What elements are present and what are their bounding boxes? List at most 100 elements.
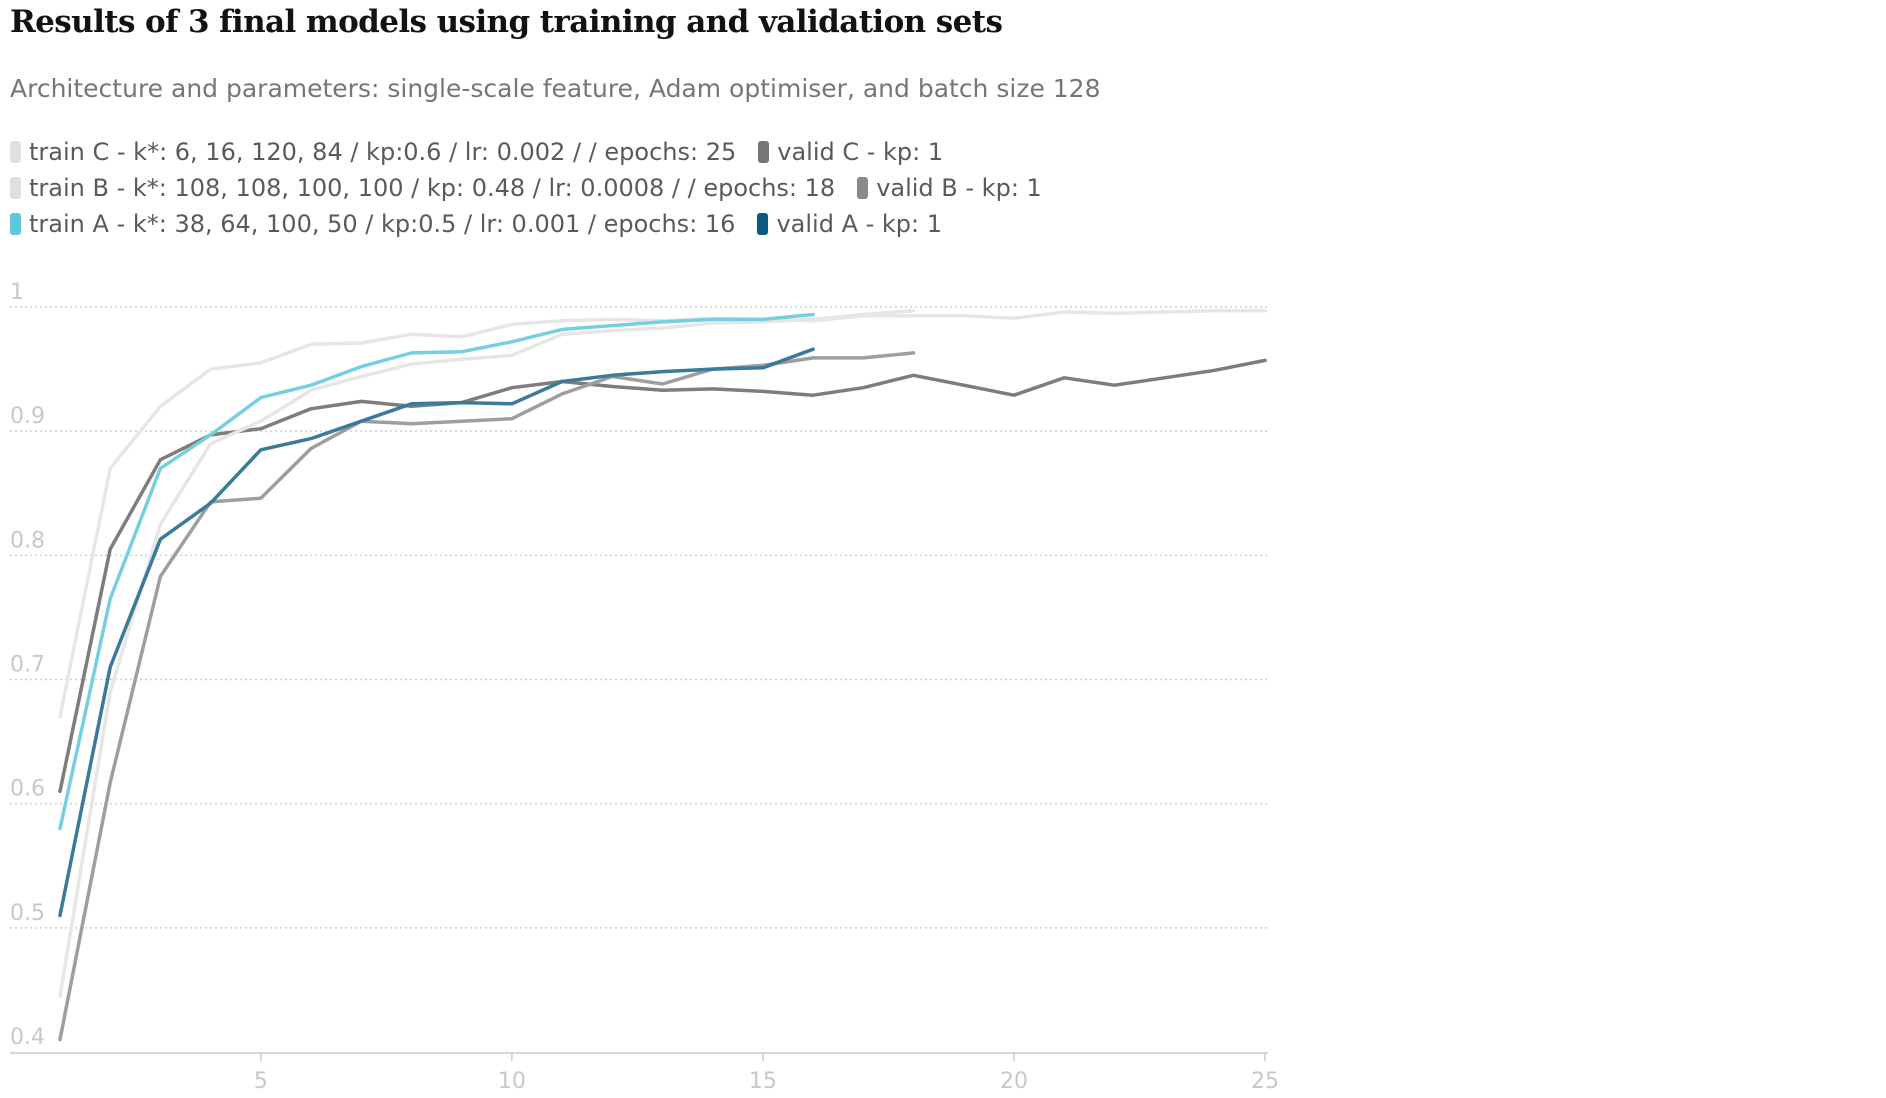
data-point	[912, 309, 915, 312]
data-point	[510, 417, 513, 420]
data-point	[761, 390, 764, 393]
legend-swatch	[857, 177, 869, 199]
data-point	[510, 323, 513, 326]
data-point	[209, 442, 212, 445]
y-tick-label: 0.7	[10, 653, 45, 678]
legend-label: train B - k*: 108, 108, 100, 100 / kp: 0…	[29, 174, 836, 202]
series-line	[58, 308, 916, 998]
data-point	[510, 402, 513, 405]
data-point	[410, 402, 413, 405]
data-point	[109, 666, 112, 669]
data-point	[1264, 309, 1267, 312]
y-tick-label: 0.9	[10, 404, 45, 429]
data-point	[209, 433, 212, 436]
data-point	[1012, 317, 1015, 320]
data-point	[310, 407, 313, 410]
data-point	[1264, 359, 1267, 362]
data-point	[410, 333, 413, 336]
data-point	[912, 351, 915, 354]
data-point	[159, 405, 162, 408]
data-point	[912, 314, 915, 317]
data-point	[661, 389, 664, 392]
data-point	[460, 358, 463, 361]
legend: train C - k*: 6, 16, 120, 84 / kp:0.6 / …	[10, 134, 1064, 242]
data-point	[862, 386, 865, 389]
data-point	[812, 313, 815, 316]
data-point	[59, 914, 62, 917]
data-point	[259, 448, 262, 451]
data-point	[159, 458, 162, 461]
data-point	[711, 387, 714, 390]
data-point	[510, 340, 513, 343]
data-point	[761, 366, 764, 369]
data-point	[711, 318, 714, 321]
data-point	[410, 351, 413, 354]
legend-item-valid-c: valid C - kp: 1	[758, 138, 943, 166]
legend-swatch	[758, 141, 770, 163]
data-point	[561, 328, 564, 331]
data-point	[862, 356, 865, 359]
data-point	[310, 343, 313, 346]
chart-title: Results of 3 final models using training…	[10, 4, 1003, 40]
data-point	[360, 420, 363, 423]
data-point	[109, 781, 112, 784]
data-point	[109, 548, 112, 551]
legend-label: valid A - kp: 1	[776, 210, 943, 238]
data-point	[1113, 384, 1116, 387]
data-point	[711, 322, 714, 325]
data-point	[59, 790, 62, 793]
x-tick-label: 25	[1251, 1069, 1279, 1094]
data-point	[259, 420, 262, 423]
data-point	[661, 327, 664, 330]
data-point	[711, 368, 714, 371]
series-line	[58, 358, 1267, 794]
data-point	[661, 370, 664, 373]
data-point	[761, 318, 764, 321]
legend-item-train-a: train A - k*: 38, 64, 100, 50 / kp:0.5 /…	[10, 210, 735, 238]
data-point	[59, 1038, 62, 1041]
legend-label: train C - k*: 6, 16, 120, 84 / kp:0.6 / …	[29, 138, 737, 166]
legend-item-valid-b: valid B - kp: 1	[857, 174, 1042, 202]
legend-swatch	[10, 213, 21, 235]
data-point	[159, 523, 162, 526]
data-point	[310, 389, 313, 392]
data-point	[360, 365, 363, 368]
y-tick-label: 0.6	[10, 777, 45, 802]
data-point	[1213, 309, 1216, 312]
data-point	[962, 384, 965, 387]
chart-subtitle: Architecture and parameters: single-scal…	[10, 74, 1101, 103]
series-line	[58, 312, 815, 831]
data-point	[561, 333, 564, 336]
data-point	[962, 314, 965, 317]
data-point	[1113, 312, 1116, 315]
legend-swatch	[10, 141, 21, 163]
data-point	[59, 827, 62, 830]
data-point	[460, 401, 463, 404]
data-point	[259, 497, 262, 500]
data-point	[460, 335, 463, 338]
data-point	[611, 318, 614, 321]
data-point	[360, 400, 363, 403]
data-point	[259, 396, 262, 399]
data-point	[812, 394, 815, 397]
data-point	[1012, 394, 1015, 397]
data-point	[611, 329, 614, 332]
data-point	[611, 374, 614, 377]
data-point	[109, 467, 112, 470]
y-tick-label: 0.5	[10, 901, 45, 926]
y-tick-label: 1	[10, 280, 24, 305]
x-tick-label: 5	[254, 1069, 268, 1094]
data-point	[310, 447, 313, 450]
legend-row: train A - k*: 38, 64, 100, 50 / kp:0.5 /…	[10, 206, 1064, 242]
data-point	[1163, 310, 1166, 313]
y-tick-label: 0.8	[10, 528, 45, 553]
legend-item-valid-a: valid A - kp: 1	[757, 210, 942, 238]
data-point	[259, 361, 262, 364]
x-tick-label: 15	[749, 1069, 777, 1094]
data-point	[460, 420, 463, 423]
series-line	[58, 351, 916, 1042]
data-point	[862, 313, 865, 316]
data-point	[812, 318, 815, 321]
data-point	[59, 715, 62, 718]
